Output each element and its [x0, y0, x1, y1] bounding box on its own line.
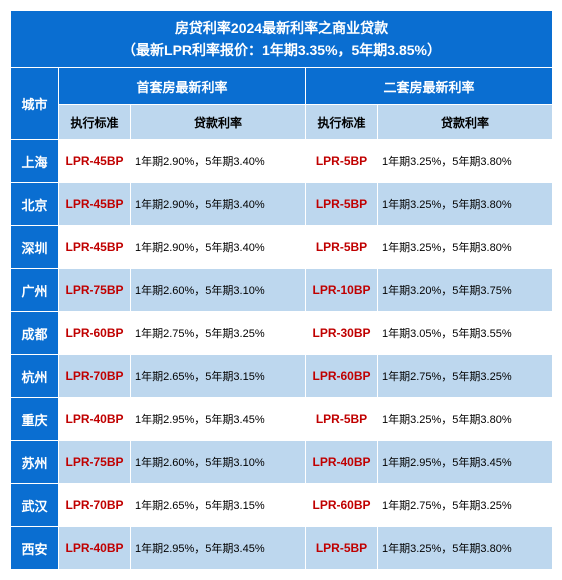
city-cell: 武汉 — [11, 484, 59, 527]
table-row: 西安LPR-40BP1年期2.95%，5年期3.45%LPR-5BP1年期3.2… — [11, 527, 553, 570]
second-rate-cell: 1年期2.75%，5年期3.25% — [378, 484, 553, 527]
second-rate-cell: 1年期3.25%，5年期3.80% — [378, 183, 553, 226]
first-std-cell: LPR-45BP — [59, 183, 131, 226]
second-std-cell: LPR-10BP — [306, 269, 378, 312]
city-cell: 苏州 — [11, 441, 59, 484]
title-line2: （最新LPR利率报价：1年期3.35%，5年期3.85%） — [11, 39, 552, 61]
first-std-cell: LPR-40BP — [59, 398, 131, 441]
title-row: 房贷利率2024最新利率之商业贷款 （最新LPR利率报价：1年期3.35%，5年… — [11, 11, 553, 68]
second-std-cell: LPR-5BP — [306, 183, 378, 226]
first-rate-cell: 1年期2.65%，5年期3.15% — [131, 484, 306, 527]
sub-rate-2: 贷款利率 — [378, 105, 553, 140]
second-std-cell: LPR-60BP — [306, 355, 378, 398]
rate-table: 房贷利率2024最新利率之商业贷款 （最新LPR利率报价：1年期3.35%，5年… — [10, 10, 553, 570]
second-rate-cell: 1年期2.95%，5年期3.45% — [378, 441, 553, 484]
first-rate-cell: 1年期2.60%，5年期3.10% — [131, 441, 306, 484]
first-rate-cell: 1年期2.90%，5年期3.40% — [131, 140, 306, 183]
second-rate-cell: 1年期2.75%，5年期3.25% — [378, 355, 553, 398]
table-row: 苏州LPR-75BP1年期2.60%，5年期3.10%LPR-40BP1年期2.… — [11, 441, 553, 484]
first-rate-cell: 1年期2.95%，5年期3.45% — [131, 527, 306, 570]
first-std-cell: LPR-75BP — [59, 269, 131, 312]
table-row: 成都LPR-60BP1年期2.75%，5年期3.25%LPR-30BP1年期3.… — [11, 312, 553, 355]
first-rate-cell: 1年期2.75%，5年期3.25% — [131, 312, 306, 355]
first-rate-cell: 1年期2.90%，5年期3.40% — [131, 226, 306, 269]
table-row: 杭州LPR-70BP1年期2.65%，5年期3.15%LPR-60BP1年期2.… — [11, 355, 553, 398]
second-std-cell: LPR-30BP — [306, 312, 378, 355]
second-rate-cell: 1年期3.25%，5年期3.80% — [378, 527, 553, 570]
first-rate-cell: 1年期2.95%，5年期3.45% — [131, 398, 306, 441]
sub-std-2: 执行标准 — [306, 105, 378, 140]
city-cell: 西安 — [11, 527, 59, 570]
city-cell: 上海 — [11, 140, 59, 183]
table-row: 上海LPR-45BP1年期2.90%，5年期3.40%LPR-5BP1年期3.2… — [11, 140, 553, 183]
city-cell: 成都 — [11, 312, 59, 355]
sub-rate-1: 贷款利率 — [131, 105, 306, 140]
header-first-home: 首套房最新利率 — [59, 68, 306, 105]
table-row: 重庆LPR-40BP1年期2.95%，5年期3.45%LPR-5BP1年期3.2… — [11, 398, 553, 441]
sub-std-1: 执行标准 — [59, 105, 131, 140]
second-std-cell: LPR-5BP — [306, 226, 378, 269]
table-row: 广州LPR-75BP1年期2.60%，5年期3.10%LPR-10BP1年期3.… — [11, 269, 553, 312]
city-cell: 广州 — [11, 269, 59, 312]
second-rate-cell: 1年期3.25%，5年期3.80% — [378, 398, 553, 441]
second-std-cell: LPR-60BP — [306, 484, 378, 527]
second-rate-cell: 1年期3.25%，5年期3.80% — [378, 140, 553, 183]
first-rate-cell: 1年期2.90%，5年期3.40% — [131, 183, 306, 226]
header-second-home: 二套房最新利率 — [306, 68, 553, 105]
table-row: 深圳LPR-45BP1年期2.90%，5年期3.40%LPR-5BP1年期3.2… — [11, 226, 553, 269]
table-row: 武汉LPR-70BP1年期2.65%，5年期3.15%LPR-60BP1年期2.… — [11, 484, 553, 527]
second-std-cell: LPR-40BP — [306, 441, 378, 484]
first-std-cell: LPR-70BP — [59, 484, 131, 527]
second-std-cell: LPR-5BP — [306, 140, 378, 183]
first-std-cell: LPR-70BP — [59, 355, 131, 398]
table-row: 北京LPR-45BP1年期2.90%，5年期3.40%LPR-5BP1年期3.2… — [11, 183, 553, 226]
first-std-cell: LPR-75BP — [59, 441, 131, 484]
second-rate-cell: 1年期3.20%，5年期3.75% — [378, 269, 553, 312]
city-cell: 深圳 — [11, 226, 59, 269]
header-row-1: 城市 首套房最新利率 二套房最新利率 — [11, 68, 553, 105]
title-line1: 房贷利率2024最新利率之商业贷款 — [11, 17, 552, 39]
header-city: 城市 — [11, 68, 59, 140]
first-std-cell: LPR-45BP — [59, 226, 131, 269]
city-cell: 重庆 — [11, 398, 59, 441]
first-std-cell: LPR-45BP — [59, 140, 131, 183]
first-rate-cell: 1年期2.65%，5年期3.15% — [131, 355, 306, 398]
second-rate-cell: 1年期3.25%，5年期3.80% — [378, 226, 553, 269]
first-std-cell: LPR-60BP — [59, 312, 131, 355]
header-row-2: 执行标准 贷款利率 执行标准 贷款利率 — [11, 105, 553, 140]
city-cell: 北京 — [11, 183, 59, 226]
second-std-cell: LPR-5BP — [306, 398, 378, 441]
first-std-cell: LPR-40BP — [59, 527, 131, 570]
mortgage-rate-table: 房贷利率2024最新利率之商业贷款 （最新LPR利率报价：1年期3.35%，5年… — [10, 10, 552, 570]
city-cell: 杭州 — [11, 355, 59, 398]
second-std-cell: LPR-5BP — [306, 527, 378, 570]
first-rate-cell: 1年期2.60%，5年期3.10% — [131, 269, 306, 312]
second-rate-cell: 1年期3.05%，5年期3.55% — [378, 312, 553, 355]
